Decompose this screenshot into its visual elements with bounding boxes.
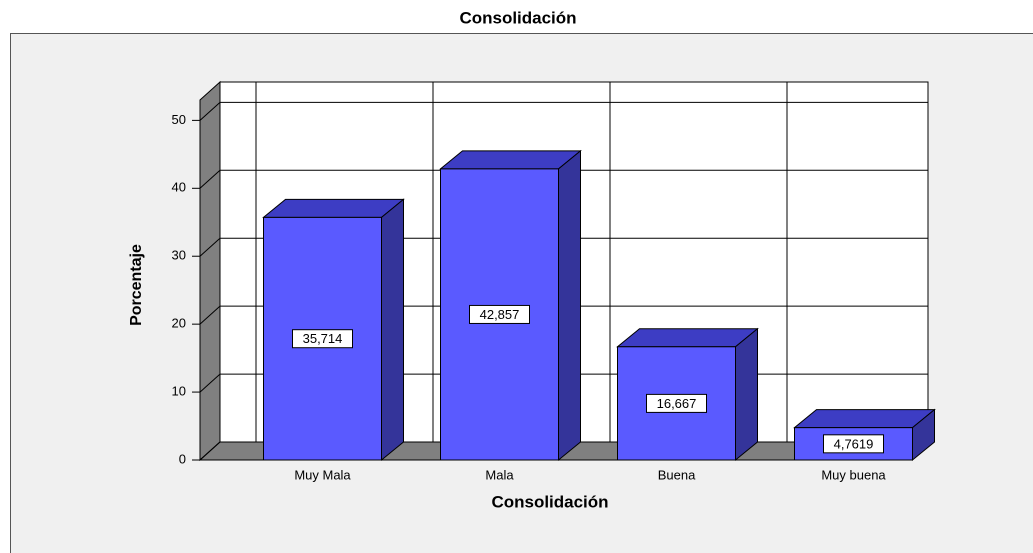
grid-line: [199, 305, 221, 325]
x-tick-label: Muy buena: [821, 467, 886, 482]
y-tick-label: 30: [172, 248, 186, 263]
y-axis-label: Porcentaje: [128, 244, 145, 326]
grid-line: [199, 102, 221, 121]
y-tick-label: 10: [172, 384, 186, 399]
value-label: 42,857: [480, 307, 520, 322]
bar-top: [616, 328, 759, 348]
value-label: 16,667: [657, 396, 697, 411]
grid-line: [199, 441, 221, 461]
x-tick-label: Buena: [658, 467, 696, 482]
value-label-box: [469, 304, 530, 324]
grid-line: [199, 237, 221, 257]
value-label: 35,714: [303, 331, 343, 346]
x-tick-label: Muy Mala: [294, 467, 351, 482]
x-tick-label: Mala: [485, 467, 514, 482]
y-tick-label: 20: [172, 316, 186, 331]
y-tick-label: 50: [172, 112, 186, 127]
grid-line: [199, 169, 221, 189]
bar-top: [262, 198, 405, 218]
bar-side: [558, 149, 581, 462]
value-label-box: [292, 329, 353, 349]
bar-top: [793, 409, 936, 429]
chart-title: Consolidación: [459, 8, 576, 27]
y-tick-label: 40: [172, 180, 186, 195]
bar-side: [381, 198, 404, 462]
x-axis-label: Consolidación: [491, 492, 608, 511]
y-tick-label: 0: [179, 451, 186, 466]
bar-top: [439, 150, 582, 170]
grid-line: [199, 373, 221, 393]
left-wall: [199, 80, 221, 462]
value-label-box: [646, 393, 707, 413]
value-label: 4,7619: [834, 436, 874, 451]
bar-side: [735, 327, 758, 462]
value-label-box: [823, 434, 884, 454]
